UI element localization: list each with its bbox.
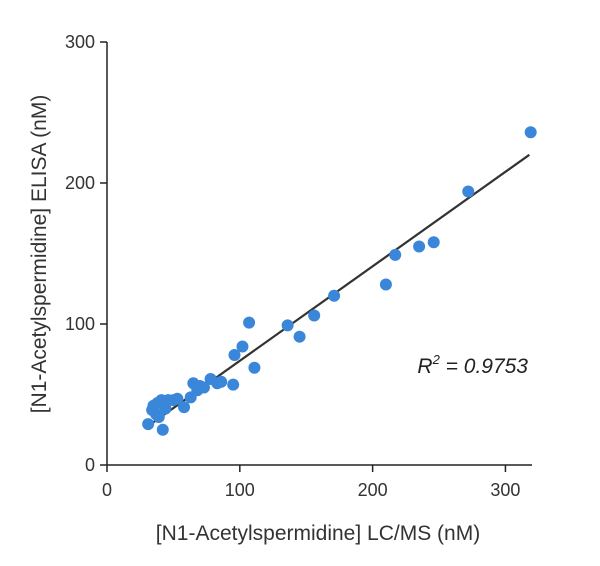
y-tick-label: 200 bbox=[65, 173, 95, 193]
x-axis-title: [N1-Acetylspermidine] LC/MS (nM) bbox=[156, 522, 480, 545]
data-point bbox=[215, 375, 228, 388]
axes bbox=[106, 42, 532, 466]
data-point bbox=[178, 401, 191, 414]
data-point bbox=[228, 349, 241, 362]
data-point bbox=[413, 240, 426, 253]
x-tick-label: 300 bbox=[490, 480, 520, 500]
x-tick-label: 100 bbox=[225, 480, 255, 500]
data-point bbox=[524, 126, 537, 139]
data-point bbox=[281, 319, 294, 332]
data-point bbox=[243, 316, 256, 329]
x-tick-label: 200 bbox=[358, 480, 388, 500]
data-point bbox=[171, 392, 184, 405]
y-axis-title: [N1-Acetylspermidine] ELISA (nM) bbox=[28, 95, 51, 414]
data-point bbox=[308, 309, 321, 322]
x-tick-label: 0 bbox=[102, 480, 112, 500]
r-squared-prefix: R bbox=[417, 355, 432, 378]
data-point bbox=[427, 236, 440, 249]
data-point bbox=[379, 278, 392, 291]
data-point bbox=[227, 378, 240, 391]
y-tick-label: 300 bbox=[65, 32, 95, 52]
data-point bbox=[197, 381, 210, 394]
data-point bbox=[462, 185, 475, 198]
data-point bbox=[156, 423, 169, 436]
y-tick-label: 0 bbox=[85, 455, 95, 475]
y-ticks: 0 100 200 300 bbox=[65, 32, 107, 475]
data-point bbox=[328, 289, 341, 302]
r-squared-annotation: R2 = 0.9753 bbox=[417, 352, 528, 378]
data-points bbox=[142, 126, 537, 436]
data-point bbox=[248, 361, 261, 374]
data-point bbox=[293, 330, 306, 343]
data-point bbox=[389, 248, 402, 261]
data-point bbox=[142, 418, 155, 431]
data-point bbox=[152, 411, 165, 424]
y-tick-label: 100 bbox=[65, 314, 95, 334]
data-point bbox=[236, 340, 249, 353]
r-squared-value: = 0.9753 bbox=[440, 355, 528, 378]
r-squared-superscript: 2 bbox=[432, 352, 441, 367]
x-ticks: 0 100 200 300 bbox=[102, 465, 520, 500]
